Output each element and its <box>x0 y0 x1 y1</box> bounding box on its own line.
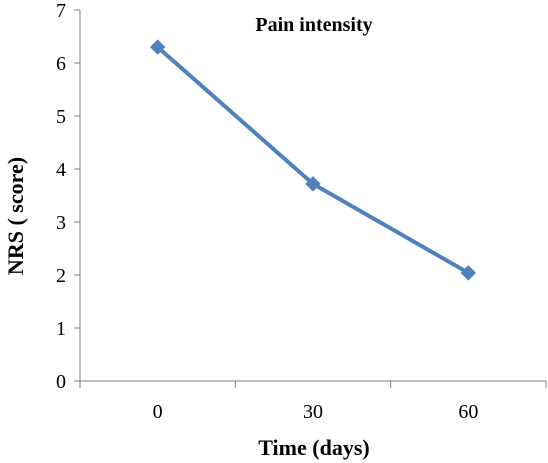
y-axis-label: NRS ( score) <box>3 157 28 275</box>
data-point-marker <box>460 265 477 281</box>
chart-title: Pain intensity <box>255 14 372 36</box>
data-point-marker <box>305 176 321 192</box>
x-tick-label: 60 <box>458 401 478 423</box>
y-tick-label: 2 <box>56 265 66 287</box>
y-tick-label: 7 <box>56 0 66 22</box>
y-tick-label: 5 <box>56 106 66 128</box>
x-tick-label: 30 <box>303 401 323 423</box>
series-layer <box>149 39 477 281</box>
y-tick-label: 0 <box>56 371 66 393</box>
y-tick-label: 6 <box>56 53 66 75</box>
y-tick-label: 1 <box>56 318 66 340</box>
data-point-marker <box>149 39 166 55</box>
x-axis-ticks: 0 30 60 <box>79 381 547 423</box>
y-axis-ticks: 0 1 2 3 4 5 6 7 <box>56 0 80 393</box>
series-line <box>155 45 471 275</box>
y-tick-label: 3 <box>56 212 66 234</box>
x-axis-label: Time (days) <box>258 435 369 460</box>
x-tick-label: 0 <box>153 401 163 423</box>
y-tick-label: 4 <box>56 159 66 181</box>
